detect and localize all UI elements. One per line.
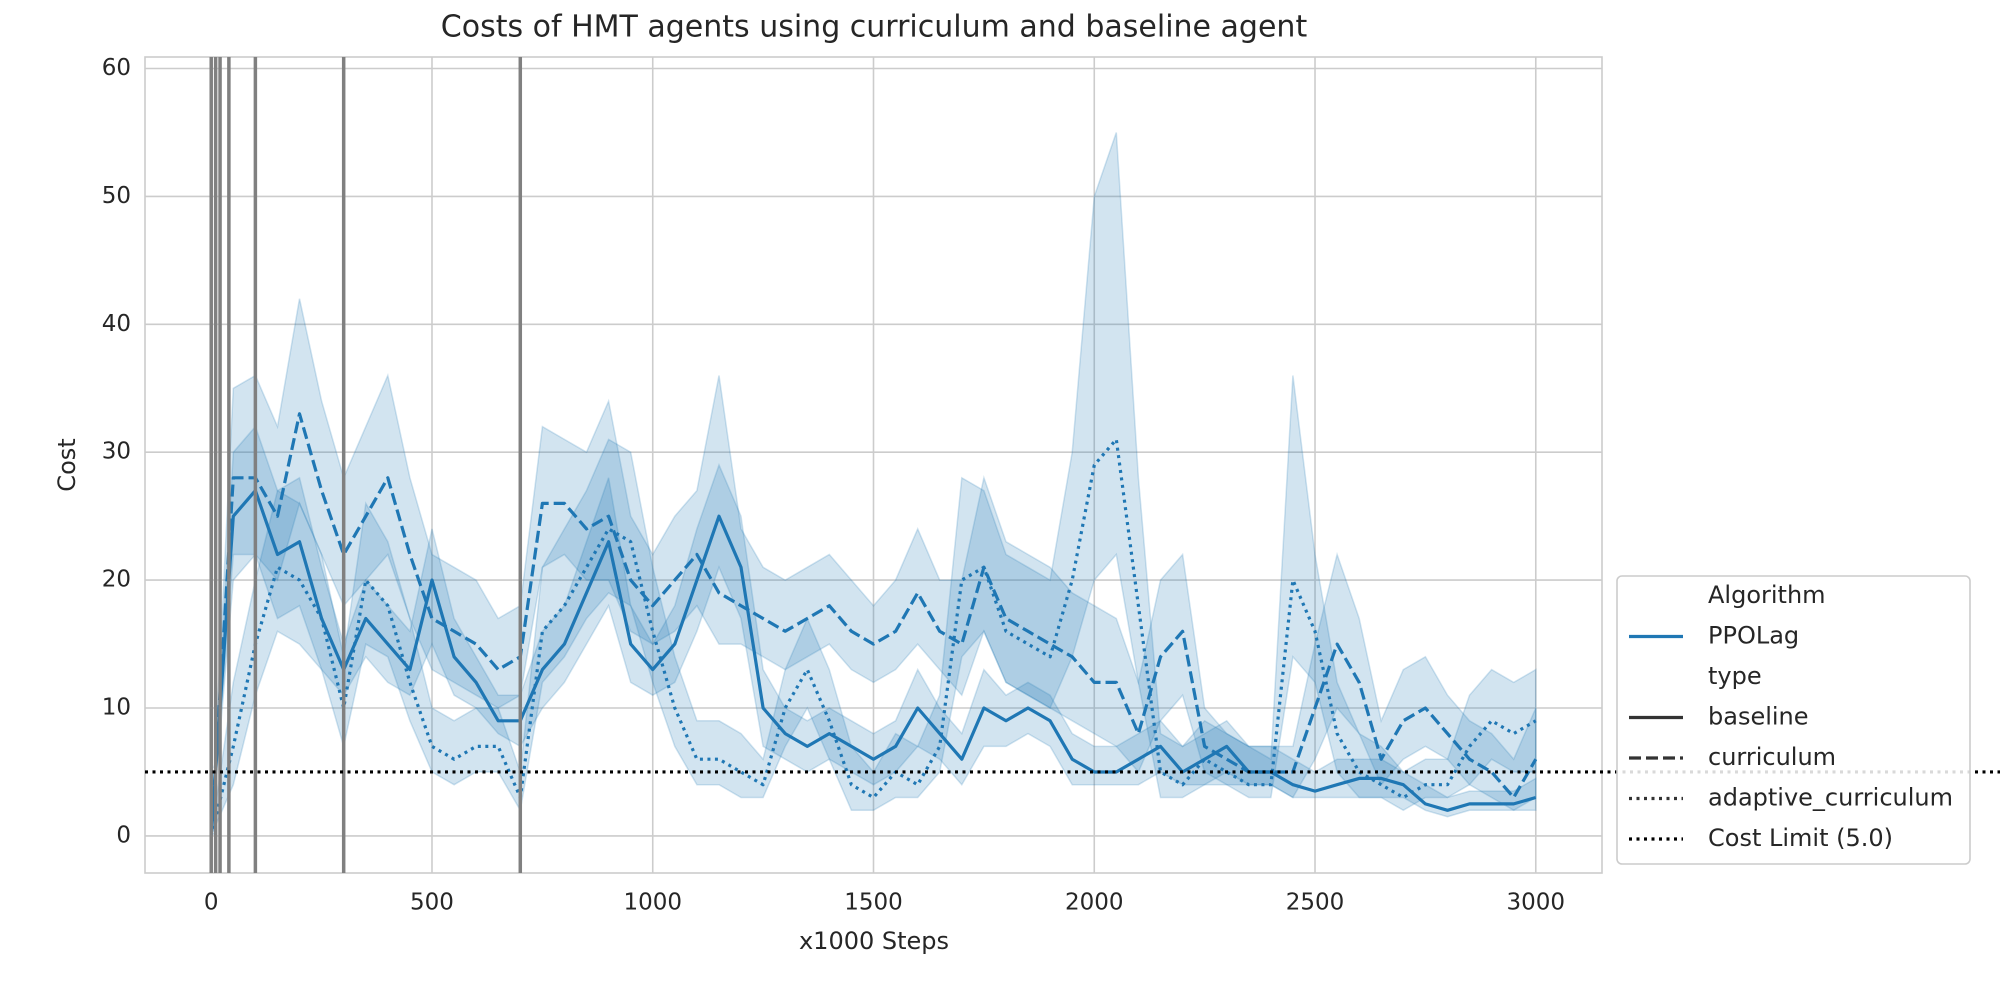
- x-tick-label: 3000: [1506, 890, 1565, 916]
- legend-label: curriculum: [1708, 743, 1836, 771]
- plot-area: [209, 57, 1538, 873]
- y-axis-label: Cost: [53, 438, 81, 491]
- y-tick-label: 50: [102, 183, 131, 209]
- series-line: [209, 437, 1537, 837]
- legend-label: baseline: [1708, 703, 1809, 731]
- y-tick-label: 30: [102, 439, 131, 465]
- series-line: [209, 489, 1537, 837]
- y-tick-label: 40: [102, 311, 131, 337]
- series-line: [209, 412, 1538, 836]
- x-axis-label: x1000 Steps: [799, 927, 949, 955]
- legend-label: adaptive_curriculum: [1708, 784, 1953, 812]
- x-tick-label: 500: [410, 890, 454, 916]
- x-tick-label: 1500: [844, 890, 903, 916]
- legend-title: Algorithm: [1708, 581, 1826, 609]
- legend-box: [1616, 575, 1971, 865]
- confidence-band: [210, 425, 1537, 836]
- legend-label: Cost Limit (5.0): [1708, 824, 1893, 852]
- x-tick-label: 1000: [623, 890, 682, 916]
- y-tick-label: 60: [102, 55, 131, 81]
- legend-label: PPOLag: [1708, 622, 1799, 650]
- plot-frame: [144, 56, 1603, 874]
- chart-title: Costs of HMT agents using curriculum and…: [441, 10, 1308, 45]
- x-tick-label: 0: [204, 890, 219, 916]
- y-tick-label: 0: [116, 822, 131, 848]
- x-tick-label: 2500: [1286, 890, 1345, 916]
- x-tick-label: 2000: [1065, 890, 1124, 916]
- y-tick-label: 10: [102, 695, 131, 721]
- legend-title: type: [1708, 662, 1762, 690]
- y-tick-label: 20: [102, 567, 131, 593]
